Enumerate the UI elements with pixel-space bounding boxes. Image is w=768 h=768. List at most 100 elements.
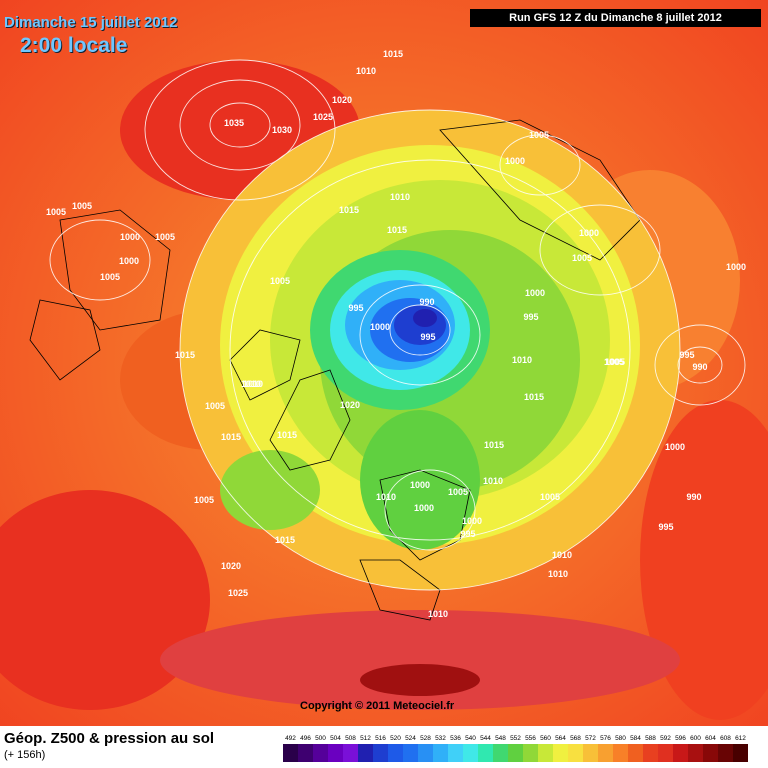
forecast-time: 2:00 locale — [20, 34, 128, 57]
scale-swatch — [553, 744, 568, 762]
isobar-label: 1005 — [155, 232, 175, 242]
scale-swatch — [493, 744, 508, 762]
scale-label: 520 — [390, 735, 401, 742]
scale-label: 564 — [555, 735, 566, 742]
isobar-label: 995 — [420, 332, 435, 342]
scale-swatch — [388, 744, 403, 762]
isobar-label: 990 — [692, 362, 707, 372]
isobar-label: 1010 — [390, 192, 410, 202]
isobar-label: 1010 — [356, 66, 376, 76]
isobar-label: 1000 — [726, 262, 746, 272]
legend-footer: Géop. Z500 & pression au sol (+ 156h) 49… — [0, 726, 768, 768]
scale-swatch — [583, 744, 598, 762]
isobar-label: 1005 — [604, 357, 624, 367]
scale-label: 608 — [720, 735, 731, 742]
scale-swatch — [403, 744, 418, 762]
model-run-label: Run GFS 12 Z du Dimanche 8 juillet 2012 — [470, 9, 761, 27]
isobar-label: 1015 — [221, 432, 241, 442]
isobar-label: 1005 — [194, 495, 214, 505]
scale-swatch — [688, 744, 703, 762]
scale-label: 556 — [525, 735, 536, 742]
isobar-label: 1025 — [313, 112, 333, 122]
isobar-label: 1015 — [383, 49, 403, 59]
scale-label: 512 — [360, 735, 371, 742]
scale-label: 568 — [570, 735, 581, 742]
color-scale: 492 496 500 504 508 512 516 520 524 528 532 536 540 5… — [283, 735, 748, 762]
scale-swatch — [358, 744, 373, 762]
scale-label: 592 — [660, 735, 671, 742]
scale-swatch — [508, 744, 523, 762]
scale-swatch — [313, 744, 328, 762]
scale-label: 492 — [285, 735, 296, 742]
scale-swatch — [703, 744, 718, 762]
isobar-label: 1000 — [414, 503, 434, 513]
isobars — [49, 59, 746, 591]
scale-label: 588 — [645, 735, 656, 742]
scale-label: 524 — [405, 735, 416, 742]
isobar-label: 1005 — [572, 253, 592, 263]
isobar-label: 1005 — [205, 401, 225, 411]
isobar-label: 1000 — [525, 288, 545, 298]
isobar-label: 990 — [419, 297, 434, 307]
scale-swatch — [718, 744, 733, 762]
isobar-label: 1005 — [46, 207, 66, 217]
scale-label: 580 — [615, 735, 626, 742]
z500-shading — [0, 0, 768, 726]
isobar-label: 1025 — [228, 588, 248, 598]
scale-label: 500 — [315, 735, 326, 742]
lead-time: (+ 156h) — [4, 749, 46, 761]
isobar-label: 1015 — [277, 430, 297, 440]
scale-label: 612 — [735, 735, 746, 742]
isobar-label: 1005 — [448, 487, 468, 497]
scale-label: 528 — [420, 735, 431, 742]
scale-label: 504 — [330, 735, 341, 742]
isobar-label: 1010 — [552, 550, 572, 560]
isobar-label: 1015 — [484, 440, 504, 450]
scale-label: 508 — [345, 735, 356, 742]
scale-swatch — [343, 744, 358, 762]
scale-label: 540 — [465, 735, 476, 742]
isobar-label: 1000 — [579, 228, 599, 238]
scale-swatch — [373, 744, 388, 762]
scale-swatch — [568, 744, 583, 762]
scale-label: 544 — [480, 735, 491, 742]
isobar-label: 1000 — [410, 480, 430, 490]
scale-swatch — [448, 744, 463, 762]
isobar-label: 1010 — [376, 492, 396, 502]
scale-label: 552 — [510, 735, 521, 742]
isobar-label: 1005 — [529, 130, 549, 140]
scale-swatch — [598, 744, 613, 762]
scale-swatch — [733, 744, 748, 762]
scale-swatch — [613, 744, 628, 762]
isobar-label: 1010 — [243, 379, 263, 389]
isobar-label: 1010 — [241, 379, 261, 389]
isobar-label: 1000 — [120, 232, 140, 242]
scale-swatch — [523, 744, 538, 762]
scale-label: 560 — [540, 735, 551, 742]
scale-label: 576 — [600, 735, 611, 742]
isobar-label: 995 — [348, 303, 363, 313]
isobar-label: 1015 — [524, 392, 544, 402]
isobar-labels: 1015 1010 1020 1035 1030 1025 1005 1000 1005 1005… — [46, 49, 746, 619]
isobar-label: 1005 — [540, 492, 560, 502]
copyright-notice: Copyright © 2011 Meteociel.fr — [300, 700, 455, 712]
isobar-label: 1005 — [72, 201, 92, 211]
isobar-label: 1010 — [512, 355, 532, 365]
isobar-label: 1015 — [275, 535, 295, 545]
scale-swatch — [673, 744, 688, 762]
isobar-label: 1005 — [100, 272, 120, 282]
scale-swatch — [328, 744, 343, 762]
isobar-label: 1010 — [483, 476, 503, 486]
scale-label: 516 — [375, 735, 386, 742]
isobar-label: 1000 — [370, 322, 390, 332]
scale-label: 496 — [300, 735, 311, 742]
scale-label: 572 — [585, 735, 596, 742]
scale-swatch — [658, 744, 673, 762]
isobar-label: 1035 — [224, 118, 244, 128]
isobar-label: 1015 — [339, 205, 359, 215]
forecast-date: Dimanche 15 juillet 2012 — [4, 14, 178, 31]
isobar-label: 1000 — [505, 156, 525, 166]
product-title: Géop. Z500 & pression au sol — [4, 730, 215, 747]
scale-label: 596 — [675, 735, 686, 742]
